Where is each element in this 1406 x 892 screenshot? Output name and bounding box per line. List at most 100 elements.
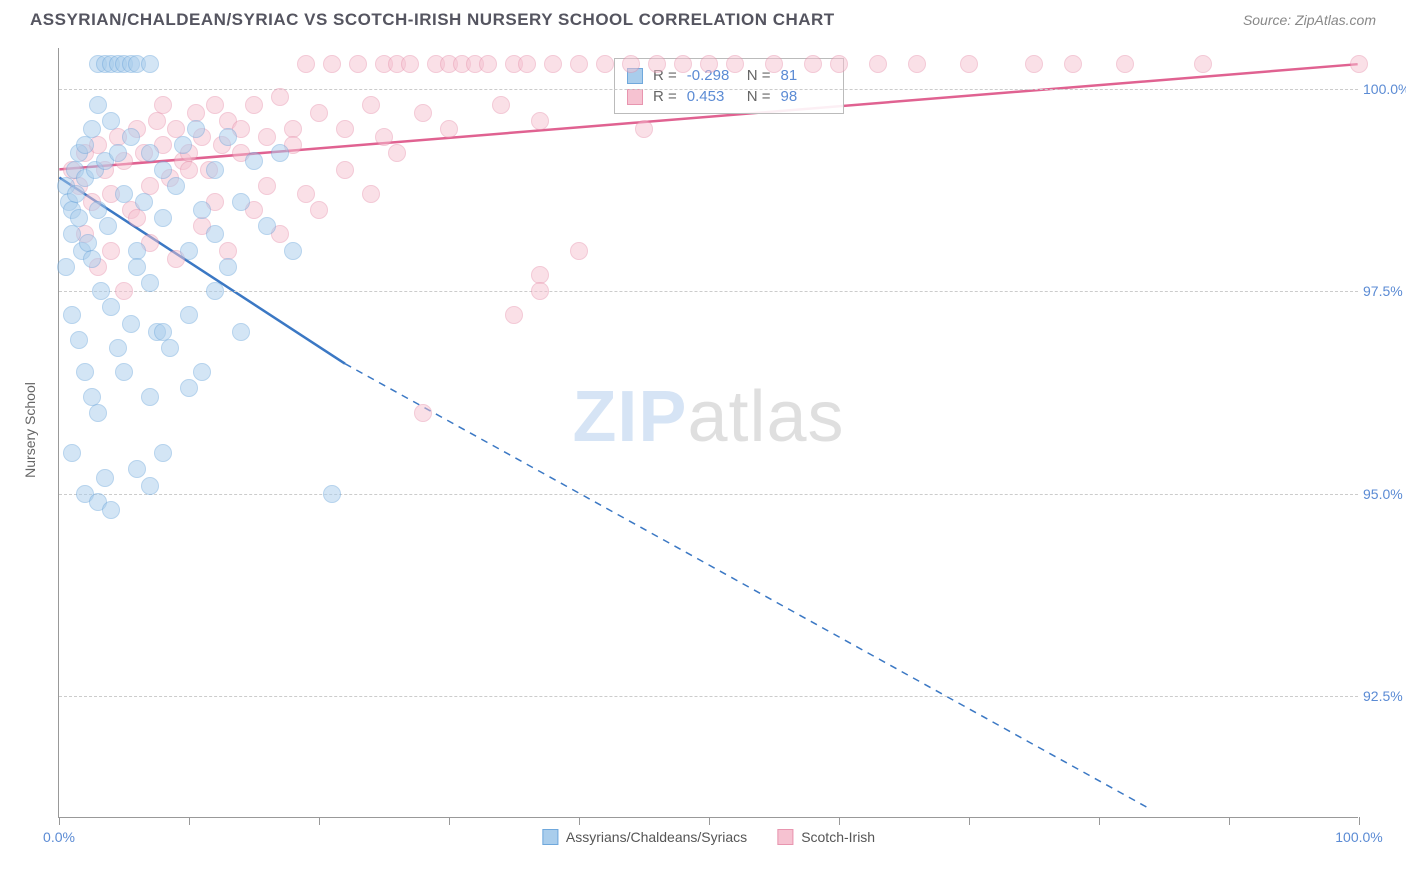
data-point bbox=[830, 55, 848, 73]
legend-item: Scotch-Irish bbox=[777, 829, 875, 845]
ytick-label: 97.5% bbox=[1363, 283, 1406, 299]
data-point bbox=[232, 193, 250, 211]
data-point bbox=[531, 112, 549, 130]
data-point bbox=[271, 88, 289, 106]
data-point bbox=[258, 177, 276, 195]
data-point bbox=[57, 258, 75, 276]
n-label: N = bbox=[747, 88, 771, 105]
data-point bbox=[1025, 55, 1043, 73]
data-point bbox=[154, 444, 172, 462]
data-point bbox=[206, 282, 224, 300]
data-point bbox=[219, 128, 237, 146]
data-point bbox=[99, 217, 117, 235]
chart-title: ASSYRIAN/CHALDEAN/SYRIAC VS SCOTCH-IRISH… bbox=[30, 10, 835, 30]
data-point bbox=[89, 404, 107, 422]
data-point bbox=[1116, 55, 1134, 73]
data-point bbox=[414, 104, 432, 122]
data-point bbox=[1194, 55, 1212, 73]
data-point bbox=[960, 55, 978, 73]
ytick-label: 92.5% bbox=[1363, 688, 1406, 704]
data-point bbox=[271, 144, 289, 162]
data-point bbox=[102, 298, 120, 316]
data-point bbox=[76, 363, 94, 381]
data-point bbox=[726, 55, 744, 73]
xtick bbox=[319, 817, 320, 825]
data-point bbox=[180, 242, 198, 260]
data-point bbox=[336, 120, 354, 138]
data-point bbox=[70, 209, 88, 227]
data-point bbox=[79, 234, 97, 252]
r-value: 0.453 bbox=[687, 88, 737, 105]
data-point bbox=[102, 112, 120, 130]
legend-swatch bbox=[542, 829, 558, 845]
data-point bbox=[167, 177, 185, 195]
data-point bbox=[148, 112, 166, 130]
data-point bbox=[570, 242, 588, 260]
series-swatch bbox=[627, 89, 643, 105]
data-point bbox=[102, 242, 120, 260]
data-point bbox=[648, 55, 666, 73]
data-point bbox=[135, 193, 153, 211]
data-point bbox=[505, 306, 523, 324]
data-point bbox=[232, 323, 250, 341]
legend-label: Assyrians/Chaldeans/Syriacs bbox=[566, 829, 747, 845]
data-point bbox=[115, 185, 133, 203]
data-point bbox=[258, 128, 276, 146]
gridline bbox=[59, 89, 1358, 90]
data-point bbox=[479, 55, 497, 73]
trend-line bbox=[345, 364, 1150, 809]
xtick-label: 0.0% bbox=[43, 829, 75, 845]
watermark: ZIPatlas bbox=[572, 376, 844, 458]
data-point bbox=[174, 136, 192, 154]
data-point bbox=[154, 323, 172, 341]
data-point bbox=[102, 501, 120, 519]
data-point bbox=[83, 250, 101, 268]
data-point bbox=[492, 96, 510, 114]
data-point bbox=[362, 185, 380, 203]
data-point bbox=[219, 258, 237, 276]
data-point bbox=[349, 55, 367, 73]
legend: Assyrians/Chaldeans/Syriacs Scotch-Irish bbox=[542, 829, 875, 845]
data-point bbox=[193, 201, 211, 219]
data-point bbox=[128, 209, 146, 227]
data-point bbox=[141, 388, 159, 406]
data-point bbox=[122, 128, 140, 146]
xtick bbox=[969, 817, 970, 825]
legend-label: Scotch-Irish bbox=[801, 829, 875, 845]
data-point bbox=[765, 55, 783, 73]
data-point bbox=[187, 120, 205, 138]
data-point bbox=[180, 161, 198, 179]
legend-swatch bbox=[777, 829, 793, 845]
data-point bbox=[388, 144, 406, 162]
data-point bbox=[635, 120, 653, 138]
data-point bbox=[206, 225, 224, 243]
data-point bbox=[401, 55, 419, 73]
data-point bbox=[67, 185, 85, 203]
data-point bbox=[89, 201, 107, 219]
xtick bbox=[1359, 817, 1360, 825]
data-point bbox=[323, 55, 341, 73]
data-point bbox=[440, 120, 458, 138]
data-point bbox=[128, 258, 146, 276]
data-point bbox=[622, 55, 640, 73]
data-point bbox=[70, 331, 88, 349]
data-point bbox=[141, 55, 159, 73]
xtick bbox=[709, 817, 710, 825]
data-point bbox=[161, 339, 179, 357]
data-point bbox=[1350, 55, 1368, 73]
data-point bbox=[115, 363, 133, 381]
chart-plot-area: ZIPatlas R =-0.298N =81R =0.453N =98 Ass… bbox=[58, 48, 1358, 818]
ytick-label: 95.0% bbox=[1363, 486, 1406, 502]
xtick bbox=[189, 817, 190, 825]
data-point bbox=[122, 315, 140, 333]
data-point bbox=[154, 161, 172, 179]
data-point bbox=[141, 477, 159, 495]
data-point bbox=[297, 185, 315, 203]
data-point bbox=[83, 120, 101, 138]
legend-item: Assyrians/Chaldeans/Syriacs bbox=[542, 829, 747, 845]
source-label: Source: ZipAtlas.com bbox=[1243, 12, 1376, 28]
data-point bbox=[596, 55, 614, 73]
data-point bbox=[109, 144, 127, 162]
gridline bbox=[59, 696, 1358, 697]
data-point bbox=[518, 55, 536, 73]
